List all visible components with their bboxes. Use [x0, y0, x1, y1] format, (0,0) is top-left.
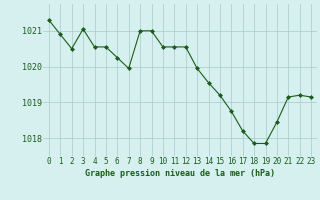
X-axis label: Graphe pression niveau de la mer (hPa): Graphe pression niveau de la mer (hPa)	[85, 169, 275, 178]
